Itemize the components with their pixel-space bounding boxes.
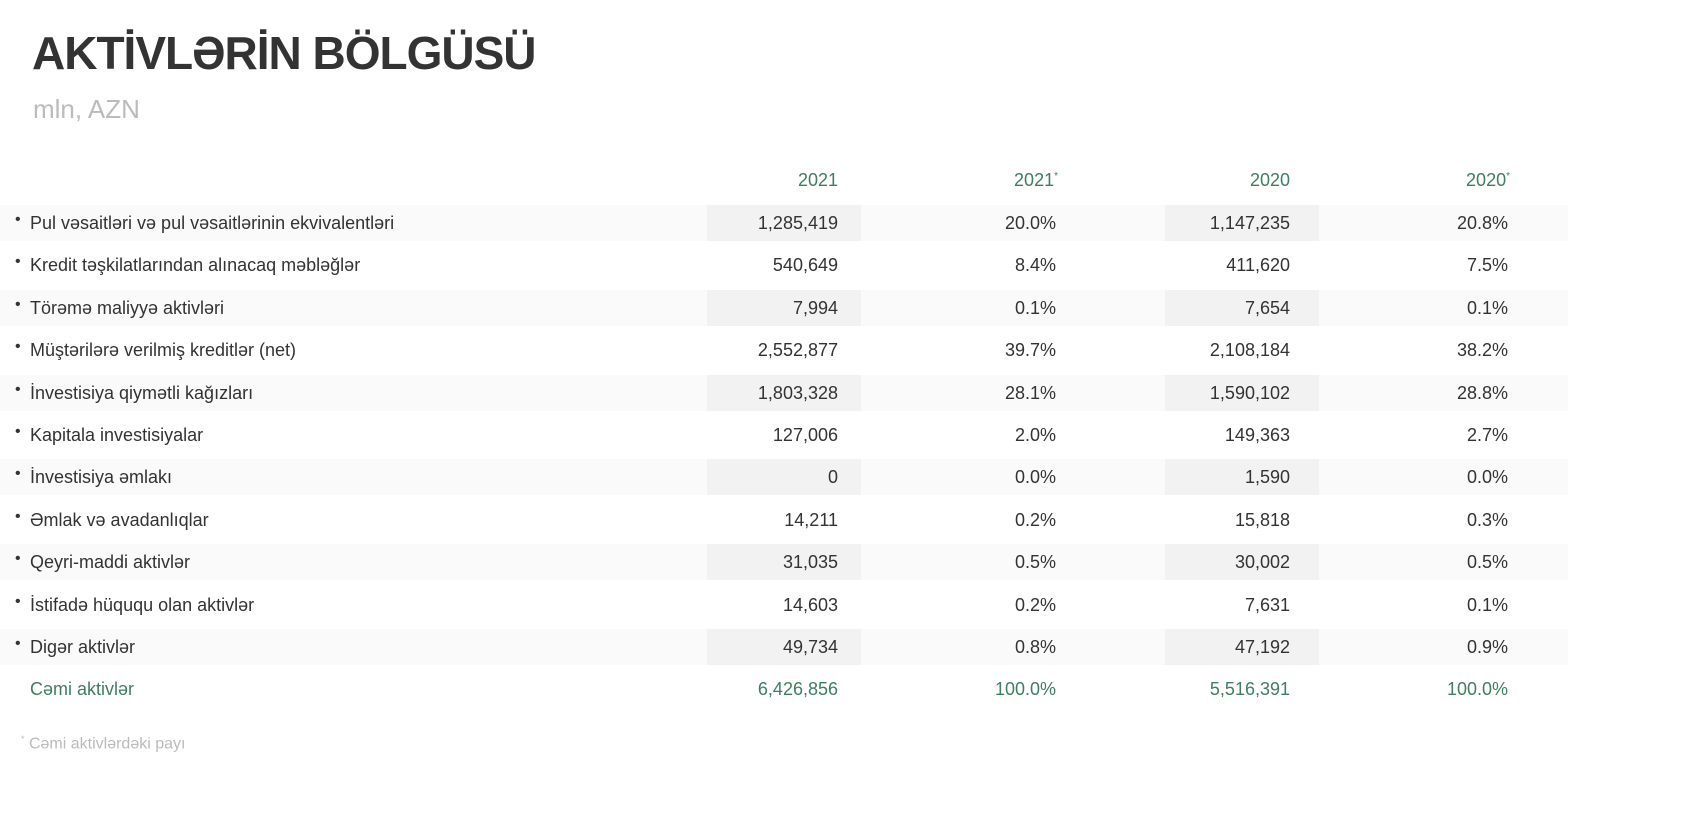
col-header-label: 2020: [1249, 170, 1290, 190]
row-label: Müştərilərə verilmiş kreditlər (net): [30, 340, 297, 361]
table-row: • Kredit təşkilatlarından alınacaq məbləğ…: [0, 247, 1568, 283]
asterisk-mark: *: [1506, 171, 1510, 182]
share-2021: 39.7%: [1004, 340, 1056, 361]
bullet-icon: •: [15, 550, 21, 568]
share-2020: 0.3%: [1466, 509, 1508, 530]
col-header-2021: 2021: [707, 170, 838, 191]
bullet-icon: •: [15, 338, 21, 356]
share-2021: 0.1%: [1014, 297, 1056, 318]
table-row: • İnvestisiya əmlakı 0 0.0% 1,590 0.0%: [0, 459, 1568, 496]
value-2021: 14,211: [784, 509, 838, 530]
row-label: Pul vəsaitləri və pul vəsaitlərinin ekvi…: [30, 213, 395, 233]
share-2021: 8.4%: [1014, 255, 1056, 276]
share-2020: 0.1%: [1466, 594, 1508, 615]
table-row: • Digər aktivlər 49,734 0.8% 47,192 0.9%: [0, 629, 1568, 665]
value-2020: 47,192: [1165, 629, 1319, 665]
share-2021: 0.5%: [1014, 552, 1056, 573]
col-header-label: 2020: [1466, 170, 1507, 190]
value-2020: 5,516,391: [1209, 679, 1290, 700]
value-2020: 1,590,102: [1165, 374, 1319, 411]
col-header-label: 2021: [1014, 170, 1055, 190]
share-2020: 28.8%: [1456, 382, 1508, 403]
share-2020: 20.8%: [1456, 213, 1508, 233]
value-2020: 7,654: [1165, 289, 1319, 326]
share-2021: 100.0%: [994, 679, 1056, 700]
share-2021: 0.2%: [1014, 509, 1056, 530]
table-row: • Pul vəsaitləri və pul vəsaitlərinin ekv…: [0, 205, 1568, 241]
table-row: • Qeyri-maddi aktivlər 31,035 0.5% 30,002 0.5…: [0, 544, 1568, 581]
value-2021: 0: [707, 459, 861, 496]
value-2020: 15,818: [1234, 509, 1290, 530]
value-2021: 1,803,328: [707, 374, 861, 411]
share-2020: 0.0%: [1466, 467, 1508, 488]
share-2020: 0.1%: [1466, 297, 1508, 318]
bullet-icon: •: [15, 295, 21, 313]
value-2020: 2,108,184: [1209, 340, 1290, 361]
share-2020: 2.7%: [1466, 425, 1508, 445]
asterisk-mark: *: [21, 734, 25, 744]
share-2020: 38.2%: [1456, 340, 1508, 361]
row-label: İnvestisiya əmlakı: [30, 467, 173, 488]
row-label: Cəmi aktivlər: [30, 679, 135, 700]
value-2020: 30,002: [1165, 544, 1319, 581]
table-row: • İstifadə hüququ olan aktivlər 14,603 0.2%…: [0, 587, 1568, 623]
value-2021: 49,734: [707, 629, 861, 665]
table-row: • Müştərilərə verilmiş kreditlər (net) 2,5…: [0, 332, 1568, 368]
value-2021: 31,035: [707, 544, 861, 581]
value-2020: 1,147,235: [1165, 205, 1319, 241]
share-2020: 100.0%: [1446, 679, 1508, 700]
value-2020: 411,620: [1226, 255, 1290, 276]
value-2021: 540,649: [772, 255, 838, 276]
bullet-icon: •: [15, 211, 21, 228]
footnote: * Cəmi aktivlərdəki payı: [21, 734, 185, 753]
row-label: Əmlak və avadanlıqlar: [30, 509, 209, 530]
col-header-2020: 2020: [1165, 170, 1290, 191]
share-2021: 2.0%: [1014, 425, 1056, 445]
table-row: • Kapitala investisiyalar 127,006 2.0% 149,3…: [0, 417, 1568, 453]
share-2021: 0.8%: [1014, 637, 1056, 657]
col-header-2021-share: 2021*: [872, 170, 1058, 191]
asterisk-mark: *: [1054, 171, 1058, 182]
col-header-label: 2021: [797, 170, 838, 190]
table-row: • Əmlak və avadanlıqlar 14,211 0.2% 15,818 0.…: [0, 502, 1568, 538]
share-2020: 0.5%: [1466, 552, 1508, 573]
value-2021: 2,552,877: [757, 340, 838, 361]
value-2020: 7,631: [1244, 594, 1290, 615]
bullet-icon: •: [15, 423, 21, 440]
bullet-icon: •: [15, 507, 21, 525]
row-label: Digər aktivlər: [30, 637, 136, 657]
share-2020: 0.9%: [1466, 637, 1508, 657]
value-2021: 14,603: [782, 594, 838, 615]
bullet-icon: •: [15, 465, 21, 483]
row-label: İnvestisiya qiymətli kağızları: [30, 382, 254, 403]
row-label: Kredit təşkilatlarından alınacaq məbləğl…: [30, 255, 361, 276]
bullet-icon: •: [15, 380, 21, 398]
row-label: Törəmə maliyyə aktivləri: [30, 297, 225, 318]
bullet-icon: •: [15, 253, 21, 271]
value-2021: 7,994: [707, 289, 861, 326]
share-2021: 0.0%: [1014, 467, 1056, 488]
col-header-2020-share: 2020*: [1330, 170, 1510, 191]
share-2021: 0.2%: [1014, 594, 1056, 615]
table-row: • İnvestisiya qiymətli kağızları 1,803,328…: [0, 374, 1568, 411]
page-subtitle: mln, AZN: [33, 94, 140, 124]
bullet-icon: •: [15, 635, 21, 652]
page-title: AKTİVLƏRİN BÖLGÜSÜ: [32, 27, 536, 79]
share-2021: 20.0%: [1004, 213, 1056, 233]
row-label: Qeyri-maddi aktivlər: [30, 552, 191, 573]
value-2021: 1,285,419: [707, 205, 861, 241]
bullet-icon: •: [15, 592, 21, 610]
value-2020: 149,363: [1224, 425, 1290, 445]
share-2021: 28.1%: [1004, 382, 1056, 403]
total-row: Cəmi aktivlər 6,426,856 100.0% 5,516,391 100…: [0, 671, 1568, 707]
table-row: • Törəmə maliyyə aktivləri 7,994 0.1% 7,654 0…: [0, 289, 1568, 326]
row-label: Kapitala investisiyalar: [30, 425, 204, 445]
value-2020: 1,590: [1165, 459, 1319, 496]
share-2020: 7.5%: [1466, 255, 1508, 276]
value-2021: 6,426,856: [757, 679, 838, 700]
row-label: İstifadə hüququ olan aktivlər: [30, 594, 255, 615]
footnote-text: Cəmi aktivlərdəki payı: [24, 735, 186, 753]
value-2021: 127,006: [772, 425, 838, 445]
